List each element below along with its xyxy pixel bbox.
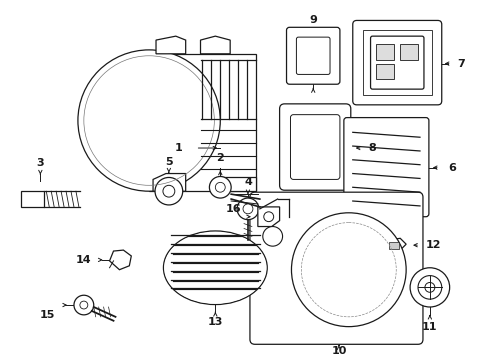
Polygon shape — [258, 207, 280, 226]
Text: 5: 5 — [165, 157, 172, 167]
Circle shape — [163, 185, 175, 197]
FancyBboxPatch shape — [21, 191, 44, 207]
FancyBboxPatch shape — [376, 64, 394, 79]
FancyBboxPatch shape — [400, 44, 418, 60]
FancyBboxPatch shape — [353, 21, 442, 105]
FancyBboxPatch shape — [296, 37, 330, 75]
Circle shape — [215, 183, 225, 192]
Circle shape — [74, 295, 94, 315]
Circle shape — [78, 50, 221, 191]
Polygon shape — [220, 177, 256, 191]
FancyBboxPatch shape — [291, 114, 340, 179]
Circle shape — [263, 226, 283, 246]
FancyBboxPatch shape — [390, 242, 399, 249]
Text: 16: 16 — [225, 204, 241, 214]
Ellipse shape — [164, 231, 267, 305]
Ellipse shape — [165, 232, 266, 303]
FancyBboxPatch shape — [344, 118, 429, 217]
FancyBboxPatch shape — [287, 27, 340, 84]
FancyBboxPatch shape — [370, 36, 424, 89]
Circle shape — [155, 177, 183, 205]
FancyBboxPatch shape — [363, 30, 432, 95]
Text: 15: 15 — [40, 310, 55, 320]
Circle shape — [80, 301, 88, 309]
FancyBboxPatch shape — [250, 192, 423, 344]
Text: 11: 11 — [422, 321, 438, 332]
FancyBboxPatch shape — [376, 44, 394, 60]
Text: 12: 12 — [426, 240, 441, 250]
Polygon shape — [153, 174, 186, 191]
Text: 1: 1 — [175, 143, 183, 153]
Text: 9: 9 — [309, 15, 317, 26]
Circle shape — [292, 213, 406, 327]
Polygon shape — [387, 238, 406, 250]
Circle shape — [209, 176, 231, 198]
Text: 14: 14 — [76, 255, 92, 265]
Text: 4: 4 — [244, 177, 252, 187]
Text: 2: 2 — [217, 153, 224, 163]
Polygon shape — [110, 250, 131, 270]
FancyBboxPatch shape — [280, 104, 351, 190]
Circle shape — [243, 204, 253, 214]
Circle shape — [410, 268, 450, 307]
Text: 3: 3 — [37, 158, 44, 168]
Circle shape — [418, 276, 442, 299]
Text: 8: 8 — [368, 143, 376, 153]
Circle shape — [237, 198, 259, 220]
FancyBboxPatch shape — [149, 54, 256, 191]
Text: 10: 10 — [331, 346, 346, 356]
Polygon shape — [200, 36, 230, 54]
Circle shape — [425, 283, 435, 292]
Circle shape — [264, 212, 274, 222]
Polygon shape — [156, 36, 186, 54]
Text: 7: 7 — [458, 59, 466, 69]
Text: 13: 13 — [208, 317, 223, 327]
Text: 6: 6 — [449, 163, 457, 173]
